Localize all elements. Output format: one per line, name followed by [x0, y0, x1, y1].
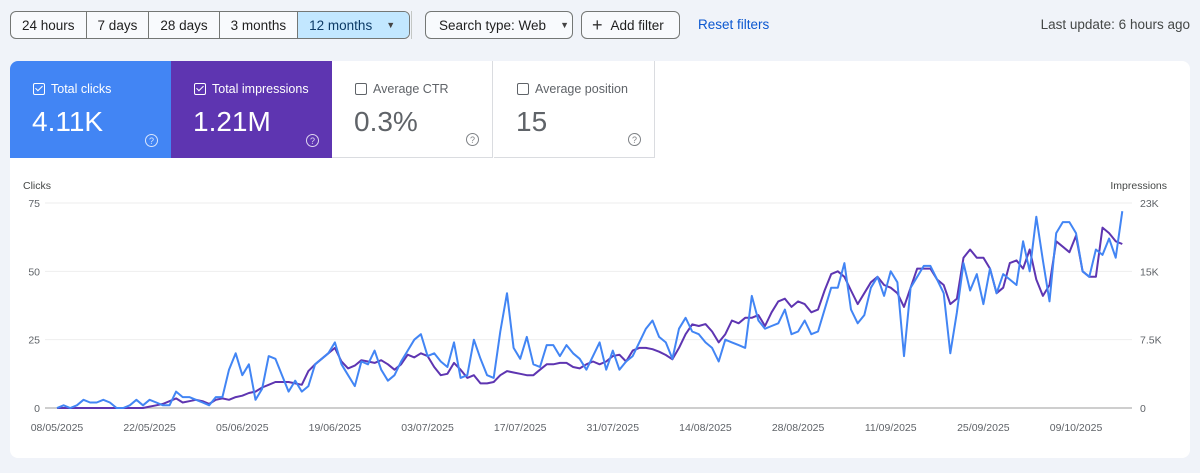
metric-value: 0.3% — [354, 106, 418, 137]
range-12-months-label: 12 months — [309, 17, 373, 33]
checkbox-checked-icon[interactable] — [33, 83, 45, 95]
metric-value: 15 — [516, 106, 548, 137]
search-type-label: Search type: Web — [439, 17, 547, 33]
range-7-days-button[interactable]: 7 days — [87, 12, 150, 38]
range-24-hours-button[interactable]: 24 hours — [11, 12, 87, 38]
metric-total-impressions[interactable]: Total impressions 1.21M ? — [171, 61, 332, 158]
range-12-months-button[interactable]: 12 months ▼ — [298, 12, 410, 38]
metric-value: 1.21M — [193, 106, 271, 137]
help-icon[interactable]: ? — [466, 133, 479, 146]
add-filter-label: Add filter — [610, 17, 664, 33]
help-icon[interactable]: ? — [306, 134, 319, 147]
checkbox-unchecked-icon[interactable] — [355, 83, 367, 95]
range-28-days-button[interactable]: 28 days — [149, 12, 220, 38]
right-axis-title: Impressions — [1110, 180, 1167, 192]
date-range-selector: 24 hours 7 days 28 days 3 months 12 mont… — [10, 11, 411, 39]
metric-label: Average position — [535, 82, 628, 96]
checkbox-checked-icon[interactable] — [194, 83, 206, 95]
plus-icon: + — [592, 15, 603, 35]
help-icon[interactable]: ? — [145, 134, 158, 147]
metric-total-clicks[interactable]: Total clicks 4.11K ? — [10, 61, 171, 158]
search-type-dropdown[interactable]: Search type: Web ▼ — [425, 11, 573, 39]
metric-average-ctr[interactable]: Average CTR 0.3% ? — [332, 61, 493, 158]
performance-card: Total clicks 4.11K ? Total impressions 1… — [10, 61, 1190, 458]
toolbar-divider — [411, 11, 412, 39]
checkbox-unchecked-icon[interactable] — [517, 83, 529, 95]
help-icon[interactable]: ? — [628, 133, 641, 146]
metric-average-position[interactable]: Average position 15 ? — [494, 61, 655, 158]
metric-label: Average CTR — [373, 82, 449, 96]
metric-label: Total impressions — [212, 82, 309, 96]
caret-down-icon: ▼ — [560, 20, 569, 30]
caret-down-icon: ▼ — [386, 20, 396, 30]
last-update-text: Last update: 6 hours ago — [1040, 17, 1190, 32]
metric-label: Total clicks — [51, 82, 112, 96]
add-filter-button[interactable]: + Add filter — [581, 11, 680, 39]
left-axis-title: Clicks — [23, 180, 51, 192]
metric-value: 4.11K — [32, 106, 104, 137]
range-3-months-button[interactable]: 3 months — [220, 12, 299, 38]
reset-filters-link[interactable]: Reset filters — [698, 17, 770, 32]
